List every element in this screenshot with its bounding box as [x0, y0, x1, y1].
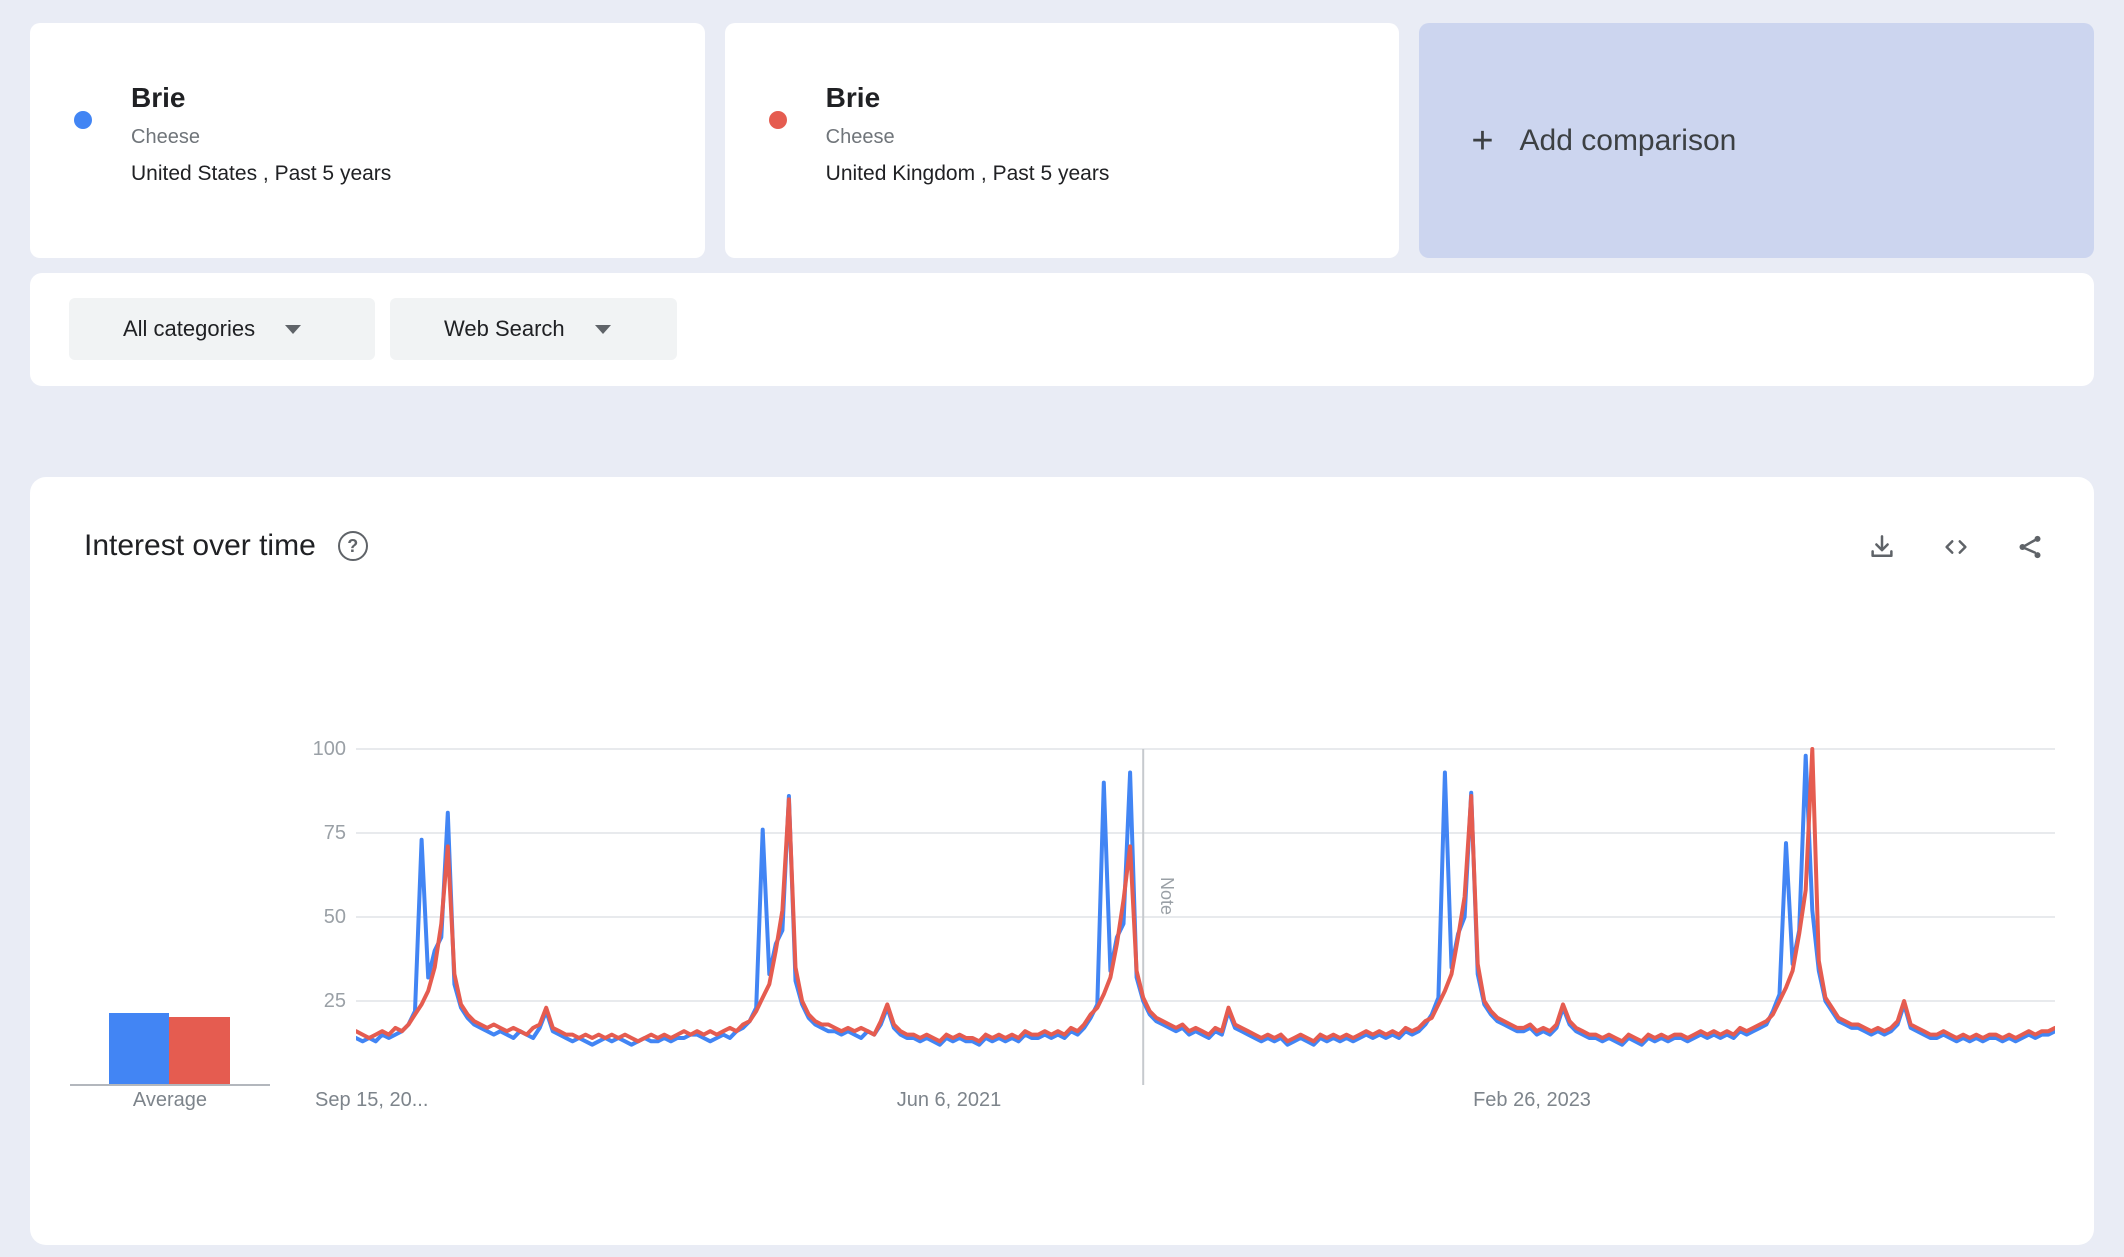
chevron-down-icon: [594, 324, 611, 334]
plus-icon: +: [1471, 119, 1494, 162]
add-comparison-inner: + Add comparison: [1419, 122, 1736, 160]
add-comparison-button[interactable]: + Add comparison: [1419, 23, 2095, 258]
chart-toolbar: [1866, 531, 2046, 563]
search-term: Brie: [825, 82, 881, 113]
average-bar: [109, 1013, 169, 1084]
term-scope: United States , Past 5 years: [131, 162, 392, 185]
series-color-dot: [768, 111, 787, 129]
search-type-filter-dropdown[interactable]: Web Search: [390, 298, 677, 360]
share-icon[interactable]: [2014, 531, 2046, 563]
term-info: Brie Cheese United States , Past 5 years: [131, 81, 391, 187]
x-axis-label: Jun 6, 2021: [896, 1089, 1002, 1111]
average-baseline: [70, 1084, 270, 1086]
average-label: Average: [132, 1089, 208, 1111]
y-axis-tick: 100: [312, 738, 346, 760]
chevron-down-icon: [285, 324, 302, 334]
y-axis-tick: 75: [323, 822, 346, 844]
term-scope: United Kingdom , Past 5 years: [825, 162, 1110, 185]
note-marker-label[interactable]: Note: [1157, 877, 1177, 916]
comparison-card-uk[interactable]: Brie Cheese United Kingdom , Past 5 year…: [724, 23, 1400, 258]
search-term: Brie: [131, 82, 186, 113]
card-header: Interest over time ?: [84, 529, 368, 563]
x-axis-label: Sep 15, 20...: [315, 1089, 429, 1111]
term-info: Brie Cheese United Kingdom , Past 5 year…: [826, 81, 1110, 187]
average-bar: [169, 1016, 230, 1084]
add-comparison-label: Add comparison: [1519, 123, 1737, 157]
comparison-row: Brie Cheese United States , Past 5 years…: [30, 23, 2095, 258]
help-icon[interactable]: ?: [337, 531, 368, 561]
interest-line-chart[interactable]: [356, 745, 2055, 1090]
term-topic-type: Cheese: [131, 126, 200, 148]
term-topic-type: Cheese: [825, 126, 895, 148]
category-filter-label: All categories: [123, 316, 256, 341]
search-type-filter-label: Web Search: [444, 316, 565, 341]
filter-bar: All categories Web Search: [30, 273, 2094, 386]
interest-over-time-card: Interest over time ? 100 75: [30, 477, 2094, 1245]
y-axis-tick: 25: [323, 990, 346, 1012]
y-axis-tick: 50: [323, 906, 346, 928]
x-axis-label: Feb 26, 2023: [1473, 1089, 1591, 1111]
comparison-card-us[interactable]: Brie Cheese United States , Past 5 years: [30, 23, 705, 258]
series-color-dot: [74, 111, 92, 129]
widget-title: Interest over time: [84, 529, 316, 562]
category-filter-dropdown[interactable]: All categories: [69, 298, 375, 360]
download-icon[interactable]: [1866, 531, 1898, 563]
embed-icon[interactable]: [1940, 531, 1972, 563]
